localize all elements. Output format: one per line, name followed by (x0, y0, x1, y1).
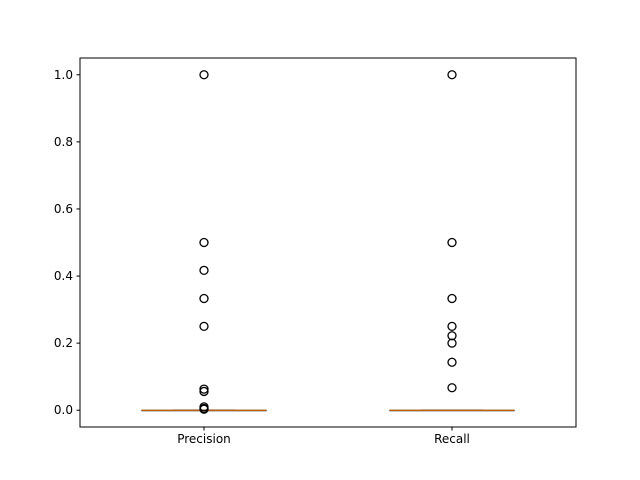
axes-frame (79, 57, 577, 428)
x-tick-label: Precision (177, 432, 231, 446)
outlier-point (447, 293, 457, 304)
y-tick-label: 0.0 (54, 403, 73, 417)
plot-elements: 0.0 0.2 0.4 0.6 0.8 1.0 Precision Recall (54, 68, 515, 446)
y-tick-label: 0.6 (54, 202, 73, 216)
outlier-point (199, 386, 209, 397)
y-tick-label: 0.4 (54, 269, 73, 283)
y-tick-label: 0.2 (54, 336, 73, 350)
y-tick-label: 0.8 (54, 135, 73, 149)
x-tick-label: Recall (434, 432, 470, 446)
outlier-point (447, 321, 457, 332)
outlier-point (447, 357, 457, 367)
outlier-point (447, 338, 457, 348)
outlier-point (199, 70, 209, 80)
outlier-point (447, 70, 457, 80)
y-tick-label: 1.0 (54, 68, 73, 82)
outlier-point (199, 265, 209, 275)
outlier-point (447, 237, 457, 248)
outlier-point (199, 404, 209, 414)
outlier-point (447, 383, 457, 393)
outlier-point (199, 293, 209, 304)
outlier-point (199, 321, 209, 332)
outlier-point (199, 237, 209, 248)
